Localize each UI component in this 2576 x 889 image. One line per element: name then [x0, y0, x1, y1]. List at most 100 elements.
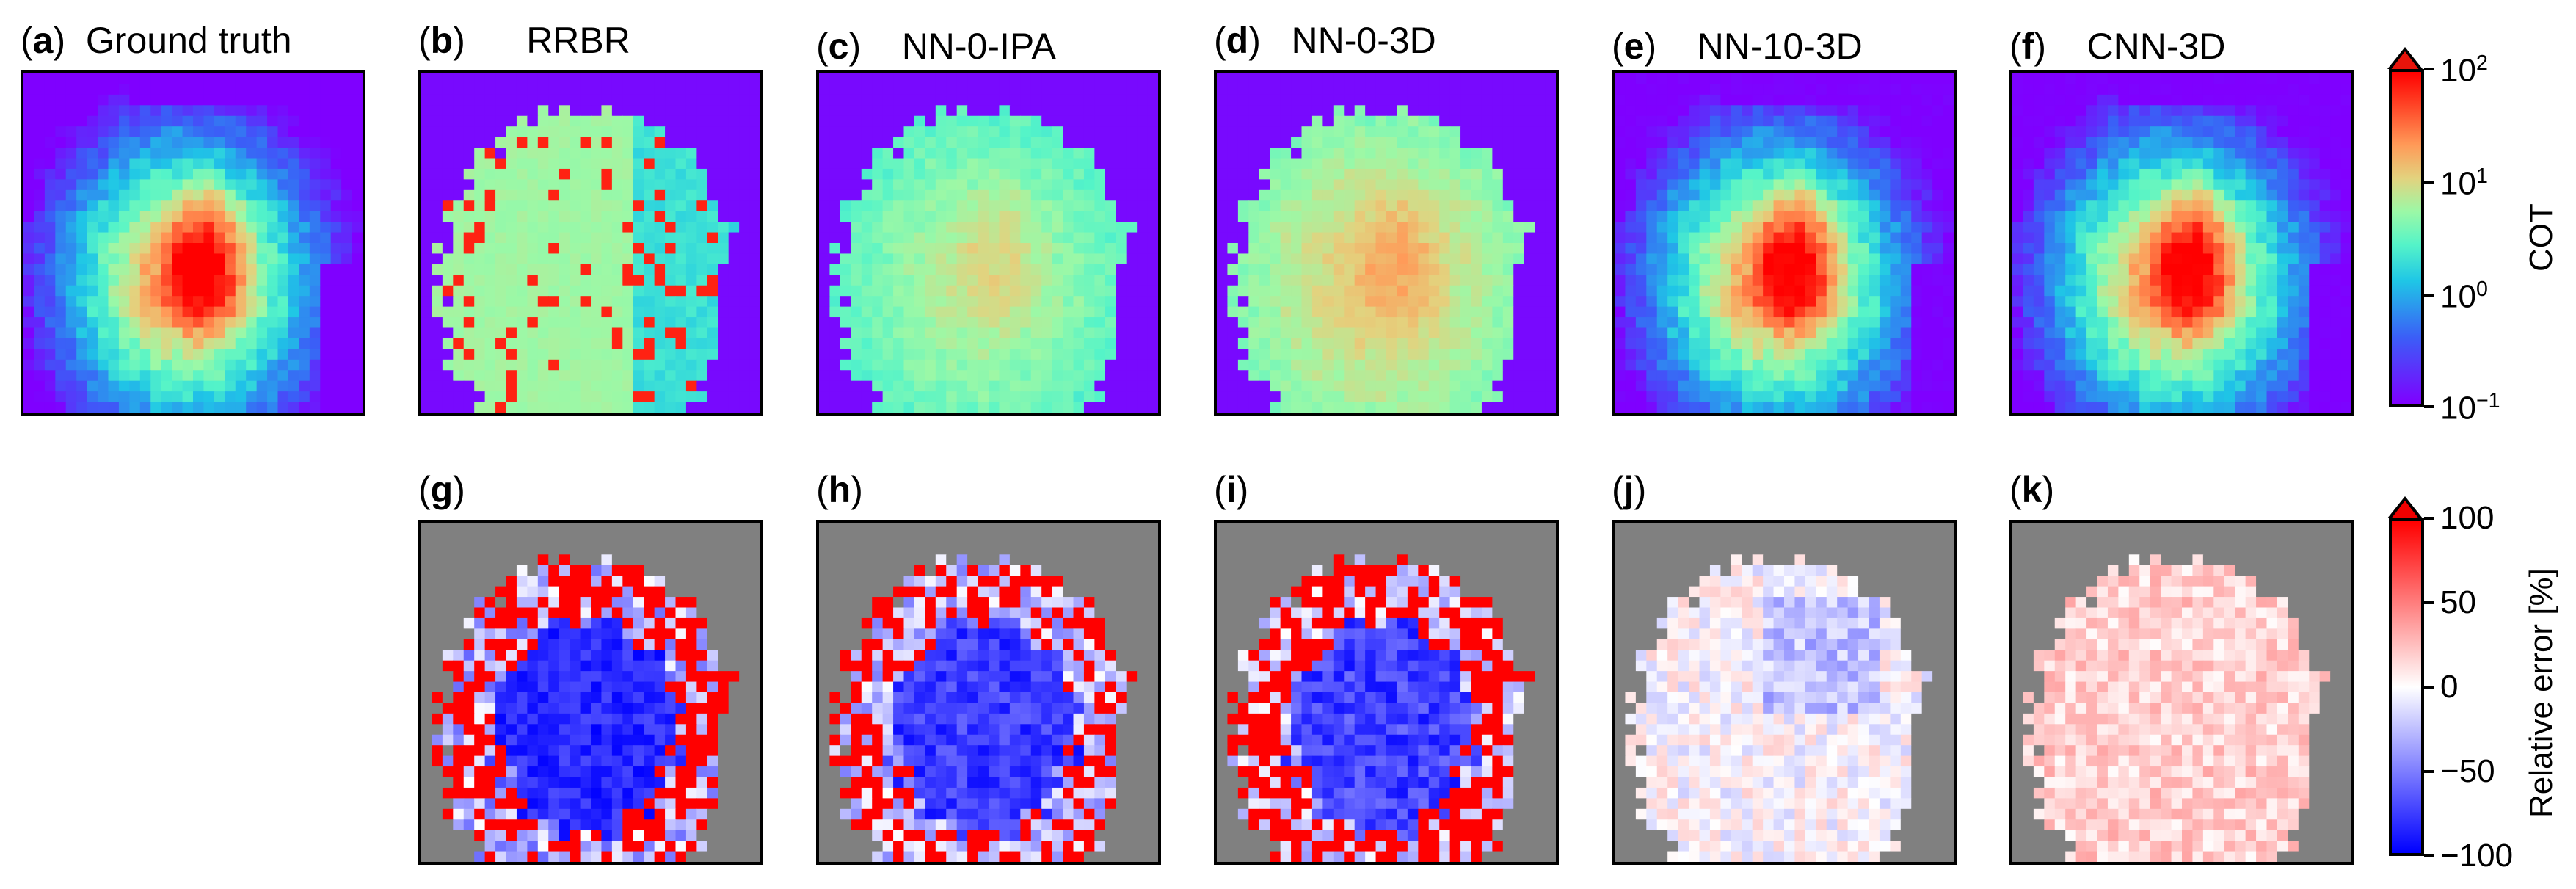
cot-cell	[1689, 126, 1700, 138]
cot-cell	[1322, 222, 1334, 233]
cot-cell	[421, 317, 433, 329]
cot-cell	[235, 179, 247, 191]
cot-cell	[256, 115, 268, 127]
cot-cell	[1900, 200, 1912, 212]
cot-cell	[1625, 349, 1637, 360]
cot-cell	[309, 275, 321, 286]
cot-cell	[1513, 402, 1525, 413]
cot-cell	[1009, 73, 1021, 85]
cot-cell	[1270, 275, 1281, 286]
cot-cell	[225, 253, 236, 265]
cot-cell	[1879, 211, 1891, 222]
cot-cell	[999, 275, 1011, 286]
cot-cell	[1656, 189, 1668, 201]
cot-cell	[1890, 189, 1902, 201]
cot-cell	[1869, 168, 1880, 180]
cot-cell	[1460, 115, 1472, 127]
cot-cell	[1354, 264, 1366, 275]
cot-cell	[150, 327, 162, 339]
cot-cell	[872, 84, 884, 95]
cot-cell	[225, 349, 236, 360]
cot-cell	[1365, 200, 1377, 212]
cot-cell	[341, 211, 353, 222]
cot-cell	[903, 243, 915, 255]
cot-cell	[246, 84, 258, 95]
cot-cell	[1354, 253, 1366, 265]
cot-cell	[914, 338, 925, 349]
cot-cell	[728, 391, 740, 403]
cot-cell	[1900, 137, 1912, 148]
cot-cell	[203, 73, 215, 85]
cot-cell	[1397, 285, 1408, 297]
cot-cell	[956, 115, 968, 127]
cot-cell	[1073, 168, 1085, 180]
cot-cell	[1513, 264, 1525, 275]
cot-cell	[1063, 211, 1074, 222]
cot-cell	[1030, 275, 1042, 286]
cot-cell	[1354, 84, 1366, 95]
cot-cell	[654, 148, 666, 159]
cot-cell	[225, 232, 236, 244]
cot-cell	[580, 189, 592, 201]
cot-cell	[1217, 126, 1229, 138]
cot-cell	[707, 338, 718, 349]
cot-cell	[749, 137, 760, 148]
cot-cell	[718, 253, 729, 265]
cot-cell	[749, 264, 760, 275]
cot-cell	[1126, 222, 1138, 233]
cot-cell	[1911, 327, 1923, 339]
cot-cell	[1869, 306, 1880, 318]
cot-cell	[1147, 380, 1158, 392]
cot-cell	[277, 285, 289, 297]
cot-cell	[1773, 253, 1785, 265]
cot-cell	[1890, 264, 1902, 275]
cot-cell	[34, 94, 46, 106]
cot-cell	[182, 327, 194, 339]
cot-cell	[644, 243, 655, 255]
cot-cell	[665, 94, 677, 106]
cot-cell	[1147, 126, 1158, 138]
cot-cell	[288, 84, 299, 95]
cot-cell	[1932, 222, 1944, 233]
cot-cell	[1291, 200, 1303, 212]
cot-cell	[1900, 105, 1912, 117]
cot-cell	[341, 285, 353, 297]
cot-cell	[611, 189, 623, 201]
cot-cell	[1524, 253, 1535, 265]
cot-cell	[320, 380, 332, 392]
cot-cell	[1921, 243, 1933, 255]
cot-cell	[320, 359, 332, 371]
cot-cell	[118, 73, 130, 85]
cot-cell	[1237, 296, 1249, 308]
cot-cell	[203, 179, 215, 191]
cot-cell	[819, 232, 831, 244]
cot-cell	[591, 137, 603, 148]
cot-cell	[1858, 126, 1870, 138]
cot-cell	[861, 148, 873, 159]
cot-cell	[1449, 275, 1461, 286]
cot-cell	[1502, 94, 1514, 106]
cot-cell	[1699, 84, 1711, 95]
cot-cell	[1535, 211, 1546, 222]
cot-cell	[1656, 94, 1668, 106]
cot-cell	[707, 222, 718, 233]
cot-cell	[1900, 253, 1912, 265]
cot-cell	[309, 105, 321, 117]
cot-cell	[1259, 189, 1270, 201]
cot-cell	[527, 94, 539, 106]
title-d: (d) NN-0-3D	[1214, 20, 1436, 61]
cot-cell	[570, 137, 581, 148]
cot-cell	[421, 137, 433, 148]
cot-cell	[872, 232, 884, 244]
cot-cell	[1227, 232, 1239, 244]
cot-cell	[1858, 148, 1870, 159]
cot-cell	[1259, 211, 1270, 222]
cot-cell	[1449, 222, 1461, 233]
cot-cell	[1847, 285, 1859, 297]
cot-cell	[442, 73, 454, 85]
cot-cell	[118, 115, 130, 127]
cot-cell	[1545, 391, 1556, 403]
cot-cell	[1471, 222, 1482, 233]
cot-cell	[718, 232, 729, 244]
cot-cell	[1439, 73, 1451, 85]
